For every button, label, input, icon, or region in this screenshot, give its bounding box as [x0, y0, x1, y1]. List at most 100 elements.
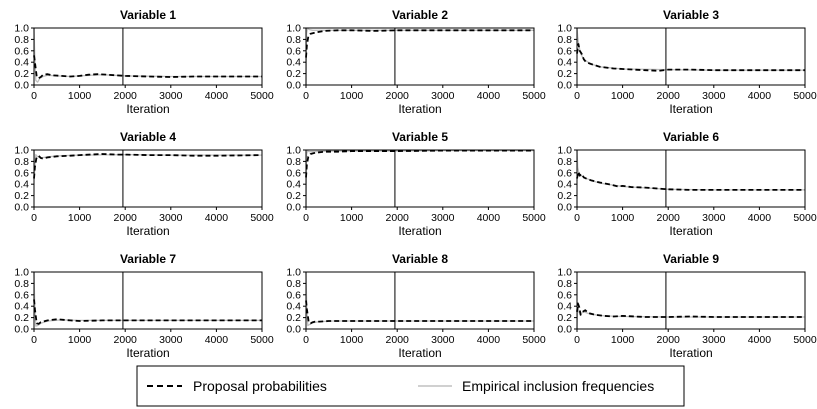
- plot-frame: [305, 271, 535, 330]
- series-empirical-line: [576, 149, 805, 191]
- x-tick-label: 2000: [114, 212, 138, 224]
- series-proposal-line: [576, 302, 805, 318]
- x-tick-label: 1000: [611, 90, 635, 102]
- series-empirical-line: [305, 271, 534, 327]
- y-tick-label: 0.4: [14, 179, 29, 191]
- x-tick-label: 1000: [68, 334, 92, 346]
- series-empirical-line: [33, 27, 262, 83]
- series-empirical-line: [33, 271, 262, 327]
- x-tick-label: 1000: [340, 334, 364, 346]
- y-tick-label: 0.4: [557, 57, 572, 69]
- plot-frame: [33, 149, 263, 208]
- y-tick-label: 0.6: [557, 289, 572, 301]
- x-tick-label: 0: [303, 90, 309, 102]
- panel-title: Variable 3: [663, 8, 719, 22]
- y-tick-label: 0.6: [286, 167, 301, 179]
- series-proposal-line: [33, 299, 262, 325]
- y-tick-label: 0.8: [14, 278, 29, 290]
- x-tick-label: 0: [31, 90, 37, 102]
- y-tick-label: 0.8: [286, 34, 301, 46]
- x-tick-label: 5000: [522, 90, 546, 102]
- y-tick-label: 0.4: [14, 301, 29, 313]
- x-axis-label: Iteration: [126, 346, 169, 360]
- x-tick-label: 5000: [250, 334, 274, 346]
- y-tick-label: 0.0: [14, 80, 29, 92]
- plot-frame: [576, 149, 806, 208]
- x-tick-label: 2000: [657, 334, 681, 346]
- panel-variable-2: Variable 2 0.00.20.40.60.81.0 0 1000 2000 300…: [286, 8, 545, 116]
- y-tick-label: 0.4: [286, 57, 301, 69]
- y-tick-label: 0.6: [557, 45, 572, 57]
- y-tick-label: 0.0: [14, 202, 29, 214]
- x-tick-label: 2000: [386, 212, 410, 224]
- panel-title: Variable 5: [392, 130, 448, 144]
- x-tick-label: 0: [303, 334, 309, 346]
- x-tick-label: 4000: [477, 212, 501, 224]
- y-tick-label: 1.0: [286, 23, 301, 35]
- panel-variable-6: Variable 6 0.00.20.40.60.81.0 0 1000 2000 300…: [557, 130, 816, 238]
- y-tick-label: 0.8: [557, 278, 572, 290]
- x-tick-label: 3000: [702, 334, 726, 346]
- panel-variable-1: Variable 1 0.00.20.40.60.81.0 0 1000 2000 300…: [14, 8, 273, 116]
- panel-variable-9: Variable 9 0.00.20.40.60.81.0 0 1000 2000 300…: [557, 252, 816, 360]
- panel-variable-4: Variable 4 0.00.20.40.60.81.0 0 1000 2000 300…: [14, 130, 273, 238]
- series-empirical-line: [33, 149, 262, 174]
- x-tick-label: 3000: [159, 90, 183, 102]
- x-tick-label: 5000: [793, 212, 817, 224]
- x-tick-label: 5000: [250, 90, 274, 102]
- panel-title: Variable 6: [663, 130, 719, 144]
- y-tick-label: 0.8: [557, 34, 572, 46]
- panel-title: Variable 9: [663, 252, 719, 266]
- legend: Proposal probabilities Empirical inclusi…: [136, 365, 685, 407]
- panel-variable-7: Variable 7 0.00.20.40.60.81.0 0 1000 2000 300…: [14, 252, 273, 360]
- x-tick-label: 5000: [793, 90, 817, 102]
- x-tick-label: 3000: [431, 212, 455, 224]
- x-axis-label: Iteration: [669, 224, 712, 238]
- y-tick-label: 1.0: [286, 145, 301, 157]
- plot-frame: [33, 27, 263, 86]
- x-tick-label: 2000: [657, 212, 681, 224]
- y-tick-label: 1.0: [14, 23, 29, 35]
- y-tick-label: 0.4: [14, 57, 29, 69]
- y-tick-label: 0.0: [557, 202, 572, 214]
- panel-title: Variable 1: [120, 8, 176, 22]
- x-tick-label: 2000: [386, 90, 410, 102]
- x-tick-label: 3000: [431, 334, 455, 346]
- x-tick-label: 5000: [522, 212, 546, 224]
- panel-variable-3: Variable 3 0.00.20.40.60.81.0 0 1000 2000 300…: [557, 8, 816, 116]
- x-tick-label: 2000: [114, 90, 138, 102]
- y-tick-label: 0.8: [557, 156, 572, 168]
- y-tick-label: 1.0: [286, 267, 301, 279]
- x-tick-label: 4000: [205, 90, 229, 102]
- y-tick-label: 0.2: [557, 312, 572, 324]
- y-tick-label: 0.4: [557, 301, 572, 313]
- y-tick-label: 1.0: [557, 267, 572, 279]
- x-tick-label: 1000: [68, 212, 92, 224]
- plot-frame: [305, 27, 535, 86]
- x-tick-label: 0: [303, 212, 309, 224]
- y-tick-label: 0.6: [286, 289, 301, 301]
- y-tick-label: 0.6: [14, 45, 29, 57]
- x-tick-label: 2000: [657, 90, 681, 102]
- panel-title: Variable 7: [120, 252, 176, 266]
- x-tick-label: 4000: [748, 212, 772, 224]
- series-proposal-line: [305, 300, 534, 325]
- y-tick-label: 0.4: [557, 179, 572, 191]
- y-tick-label: 0.2: [286, 190, 301, 202]
- x-tick-label: 3000: [431, 90, 455, 102]
- x-tick-label: 0: [574, 212, 580, 224]
- x-tick-label: 0: [574, 334, 580, 346]
- panel-title: Variable 2: [392, 8, 448, 22]
- x-axis-label: Iteration: [126, 102, 169, 116]
- y-tick-label: 0.0: [557, 80, 572, 92]
- y-tick-label: 0.2: [557, 68, 572, 80]
- legend-empirical-label: Empirical inclusion frequencies: [462, 378, 654, 394]
- x-axis-label: Iteration: [398, 224, 441, 238]
- x-tick-label: 1000: [340, 212, 364, 224]
- y-tick-label: 0.0: [286, 324, 301, 336]
- series-empirical-line: [576, 302, 805, 330]
- series-proposal-line: [33, 153, 263, 179]
- y-tick-label: 0.0: [286, 202, 301, 214]
- y-tick-label: 1.0: [557, 145, 572, 157]
